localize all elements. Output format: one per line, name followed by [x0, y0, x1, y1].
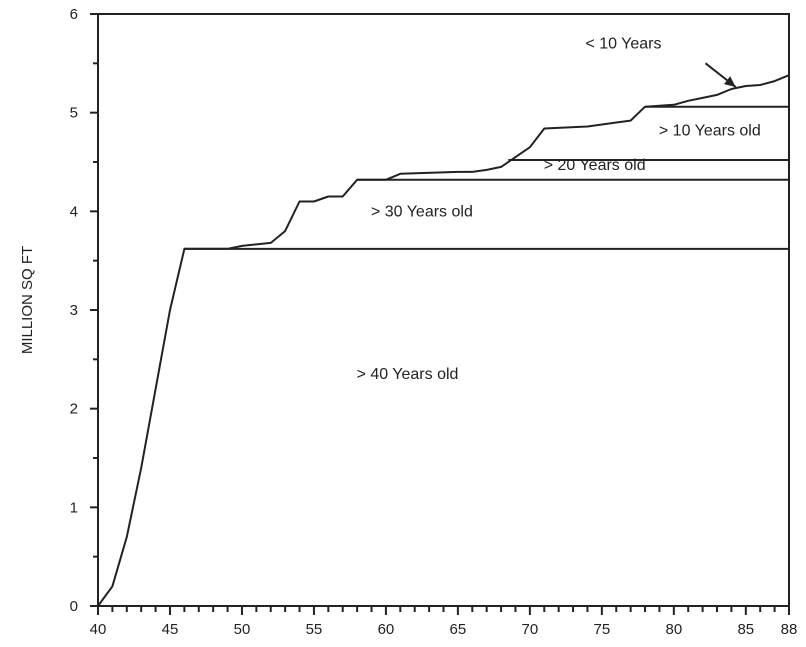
y-axis-label: MILLION SQ FT — [19, 246, 36, 354]
plot-border — [97, 13, 790, 607]
y-tick-label: 6 — [70, 6, 78, 23]
y-tick-label: 0 — [70, 598, 78, 615]
x-tick-label: 65 — [450, 621, 467, 638]
annotation-arrow-head — [723, 76, 736, 88]
region-label: < 10 Years — [585, 36, 661, 53]
plot-frame — [97, 13, 790, 607]
region-label: > 40 Years old — [357, 366, 459, 383]
x-tick-label: 55 — [306, 621, 323, 638]
x-tick-label: 70 — [522, 621, 539, 638]
y-tick-label: 5 — [70, 105, 78, 122]
x-tick-label: 60 — [378, 621, 395, 638]
y-tick-label: 1 — [70, 499, 78, 516]
y-tick-label: 3 — [70, 302, 78, 319]
x-tick-label: 45 — [162, 621, 179, 638]
region-label: > 10 Years old — [659, 122, 761, 139]
y-tick-label: 2 — [70, 401, 78, 418]
region-labels: > 40 Years old > 30 Years old > 20 Years o… — [357, 36, 761, 384]
x-tick-label: 40 — [90, 621, 107, 638]
x-tick-label: 75 — [594, 621, 611, 638]
series-layer — [97, 62, 790, 607]
y-tick-label: 4 — [70, 203, 78, 220]
x-tick-label: 88 — [781, 621, 798, 638]
region-label: > 30 Years old — [371, 203, 473, 220]
x-tick-label: 85 — [737, 621, 754, 638]
total-area-curve — [97, 74, 790, 607]
x-tick-label: 80 — [665, 621, 682, 638]
x-tick-label: 50 — [234, 621, 251, 638]
region-label: > 20 Years old — [544, 157, 646, 174]
axis-ticks — [90, 13, 790, 615]
